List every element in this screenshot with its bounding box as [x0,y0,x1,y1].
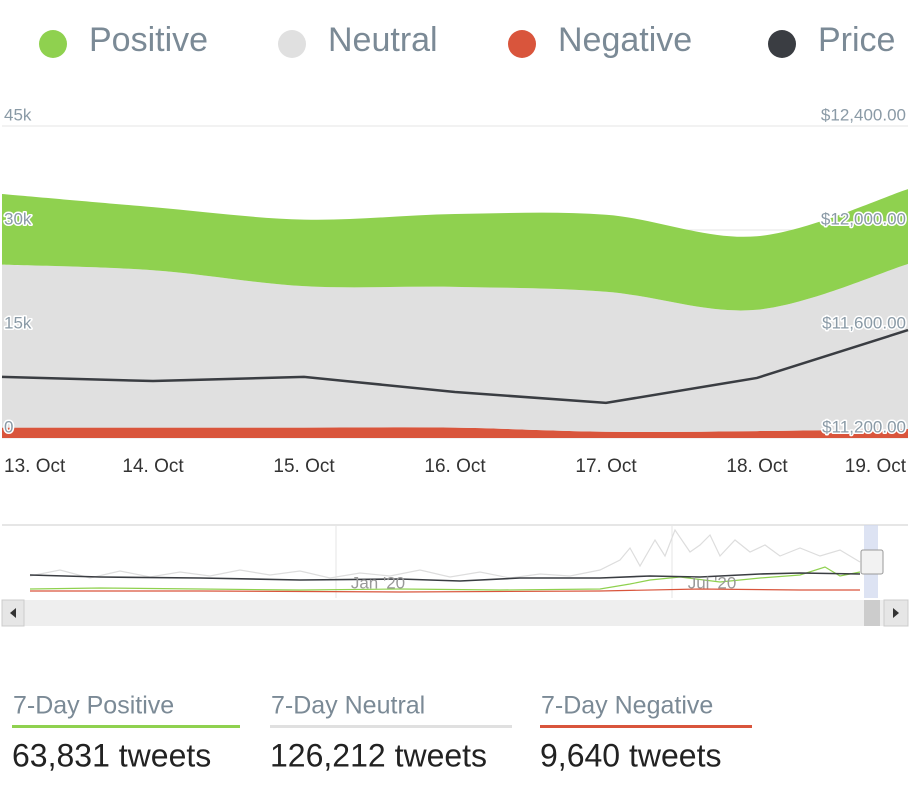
navigator: Jan '20 Jul '20 [1,524,909,627]
legend-marker [39,30,67,58]
area [2,189,908,311]
navigator-line [29,572,861,582]
price-line [1,328,909,405]
y2-tick-label: $11,600.00 [822,313,906,332]
stat-value: 63,831 tweets [12,737,211,773]
legend-label: Price [818,21,895,59]
y2-tick-label: $12,000.00 [821,209,906,228]
x-tick-label: 14. Oct [122,456,184,477]
stat-label: 7-Day Neutral [271,692,425,720]
y2-tick-label: $11,200.00 [822,417,906,436]
navigator-handle[interactable] [860,549,884,575]
navigator-line [30,588,860,593]
x-tick-label: 18. Oct [726,456,788,477]
scroll-thumb[interactable] [864,600,880,626]
area [2,427,908,438]
y-tick-label: 30k [4,209,32,228]
x-tick-label: 17. Oct [575,456,637,477]
navigator-line [29,528,861,579]
navigator-line [29,566,861,591]
legend-marker [278,30,306,58]
x-tick-label: 15. Oct [273,456,335,477]
legend-label: Neutral [328,21,438,59]
stat-label: 7-Day Negative [541,692,713,720]
stat-value: 9,640 tweets [540,737,721,773]
legend-marker [508,30,536,58]
x-tick-label: 19. Oct [845,456,907,477]
stat-value: 126,212 tweets [270,737,487,773]
y-tick-label: 0 [4,417,13,436]
arrow-icon [10,608,16,618]
legend-label: Positive [89,21,208,59]
arrow-icon [893,608,899,618]
stat-underline [270,725,512,728]
y-tick-label: 45k [4,105,32,124]
navigator-label: Jul '20 [688,573,737,592]
y2-tick-label: $12,400.00 [821,105,906,124]
x-tick-label: 13. Oct [4,456,66,477]
legend-label: Negative [558,21,692,59]
scrollbar[interactable] [2,600,908,626]
x-tick-label: 16. Oct [424,456,486,477]
y-tick-label: 15k [4,313,32,332]
navigator-label: Jan '20 [351,573,405,592]
stat-underline [12,725,240,728]
legend-marker [768,30,796,58]
stat-label: 7-Day Positive [13,692,174,720]
stat-underline [540,725,752,728]
